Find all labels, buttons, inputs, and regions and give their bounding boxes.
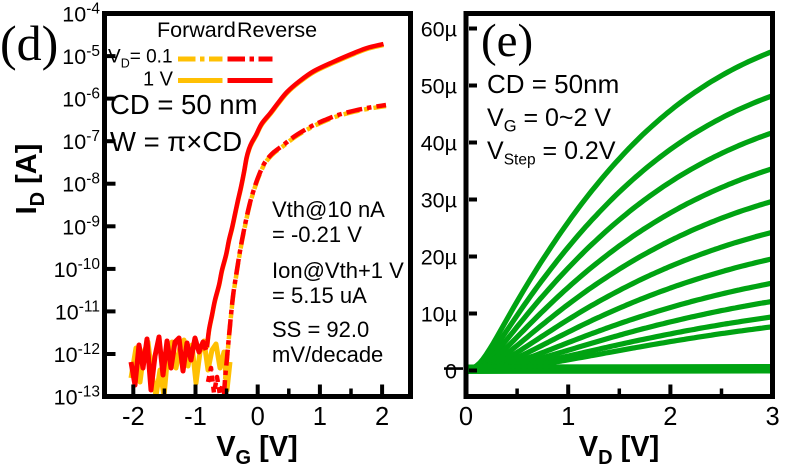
svg-text:30µ: 30µ <box>421 189 457 213</box>
svg-text:20µ: 20µ <box>421 246 457 270</box>
svg-text:= -0.21 V: = -0.21 V <box>272 222 362 247</box>
svg-text:-2: -2 <box>122 403 145 431</box>
svg-text:VG [V]: VG [V] <box>216 431 298 467</box>
svg-text:ID [A]: ID [A] <box>11 144 49 215</box>
svg-text:-1: -1 <box>184 403 207 431</box>
svg-text:1: 1 <box>313 403 327 431</box>
svg-text:SS = 92.0: SS = 92.0 <box>272 317 369 342</box>
svg-text:(d): (d) <box>0 15 58 71</box>
svg-text:CD = 50 nm: CD = 50 nm <box>110 89 258 120</box>
svg-text:3: 3 <box>766 403 780 431</box>
svg-text:(e): (e) <box>481 15 533 67</box>
svg-text:Ion@Vth+1 V: Ion@Vth+1 V <box>272 258 404 283</box>
svg-text:40µ: 40µ <box>421 132 457 156</box>
svg-text:10µ: 10µ <box>421 303 457 327</box>
svg-text:0: 0 <box>459 403 473 431</box>
svg-text:10-13: 10-13 <box>54 384 100 410</box>
svg-text:VD= 0.1: VD= 0.1 <box>108 47 173 71</box>
svg-text:Reverse: Reverse <box>237 18 317 42</box>
svg-text:2: 2 <box>663 403 677 431</box>
svg-text:Forward: Forward <box>157 18 236 42</box>
svg-text:10-6: 10-6 <box>62 86 100 112</box>
svg-text:Vth@10 nA: Vth@10 nA <box>272 197 385 222</box>
svg-text:= 5.15 uA: = 5.15 uA <box>272 283 367 308</box>
svg-text:1 V: 1 V <box>143 69 174 91</box>
svg-text:VStep = 0.2V: VStep = 0.2V <box>487 137 616 169</box>
svg-text:0: 0 <box>251 403 265 431</box>
svg-text:VD [V]: VD [V] <box>579 431 660 467</box>
svg-text:mV/decade: mV/decade <box>272 342 383 367</box>
svg-text:2: 2 <box>375 403 389 431</box>
svg-text:0: 0 <box>445 360 457 384</box>
svg-text:1: 1 <box>561 403 575 431</box>
svg-text:W = π×CD: W = π×CD <box>110 126 242 157</box>
svg-text:50µ: 50µ <box>421 75 457 99</box>
svg-text:CD = 50nm: CD = 50nm <box>487 69 619 99</box>
svg-text:60µ: 60µ <box>421 18 457 42</box>
